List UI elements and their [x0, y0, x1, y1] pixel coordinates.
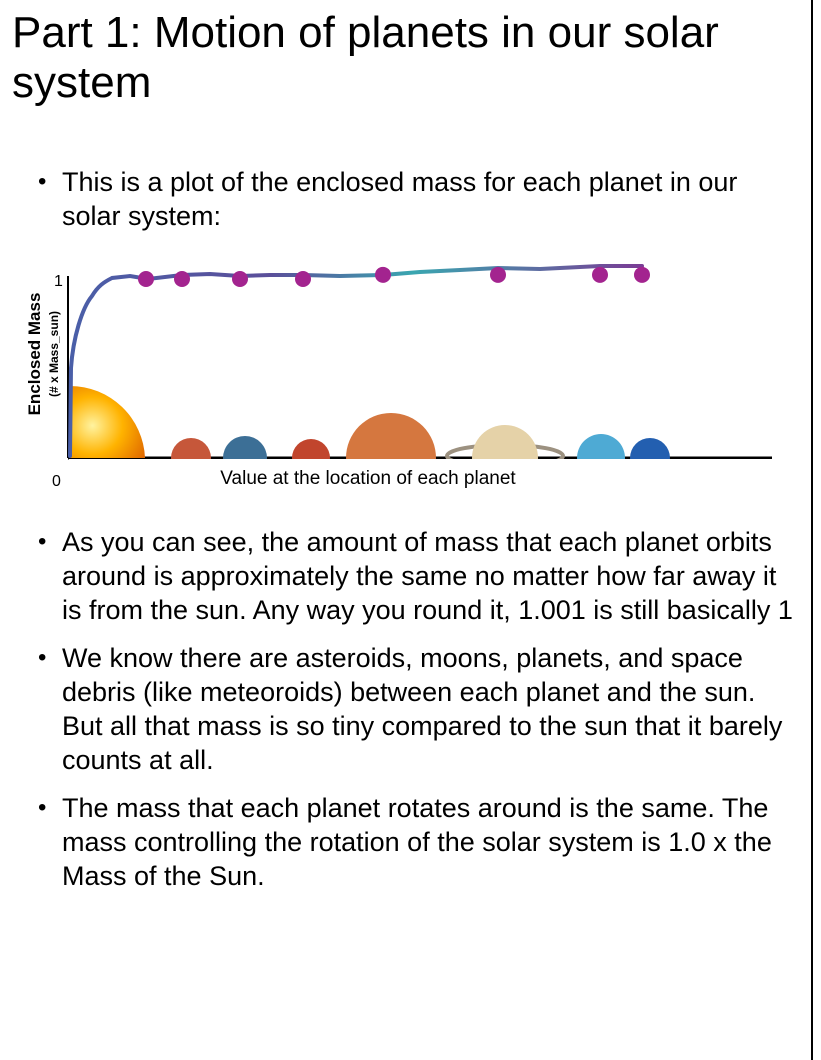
findings-list: • As you can see, the amount of mass tha… — [0, 525, 800, 907]
marker-venus — [174, 271, 190, 287]
sun-icon — [70, 385, 145, 458]
bullet-text: This is a plot of the enclosed mass for … — [62, 167, 738, 231]
x-axis-label: Value at the location of each planet — [220, 468, 516, 489]
bullet-item: • We know there are asteroids, moons, pl… — [0, 641, 800, 777]
bullet-item: • As you can see, the amount of mass tha… — [0, 525, 800, 627]
marker-jupiter — [375, 266, 391, 283]
marker-saturn — [490, 266, 506, 283]
intro-list: • This is a plot of the enclosed mass fo… — [0, 165, 800, 247]
bullet-dot-icon: • — [38, 168, 47, 195]
chart-floor — [69, 459, 772, 498]
slide-title: Part 1: Motion of planets in our solar s… — [12, 8, 719, 107]
bullet-text: As you can see, the amount of mass that … — [62, 527, 793, 625]
bullet-dot-icon: • — [38, 528, 47, 555]
y-axis-label: Enclosed Mass — [25, 293, 44, 416]
bullet-text: We know there are asteroids, moons, plan… — [62, 643, 783, 775]
marker-uranus — [592, 266, 608, 283]
y-tick-top: 1 — [54, 273, 63, 290]
marker-earth — [232, 271, 248, 287]
marker-mars — [295, 271, 311, 287]
marker-mercury — [138, 271, 154, 287]
bullet-item: • This is a plot of the enclosed mass fo… — [0, 165, 800, 233]
planet-markers — [138, 266, 650, 287]
enclosed-mass-chart: Enclosed Mass (# x Mass_sun) 1 0 Value a… — [25, 264, 772, 498]
bullet-item: • The mass that each planet rotates arou… — [0, 791, 800, 893]
y-tick-bottom: 0 — [52, 473, 61, 490]
y-axis-sublabel: (# x Mass_sun) — [47, 311, 61, 397]
bullet-dot-icon: • — [38, 794, 47, 821]
marker-neptune — [634, 266, 650, 283]
bullet-text: The mass that each planet rotates around… — [62, 793, 772, 891]
enclosed-mass-series-line — [68, 264, 644, 458]
bullet-dot-icon: • — [38, 644, 47, 671]
